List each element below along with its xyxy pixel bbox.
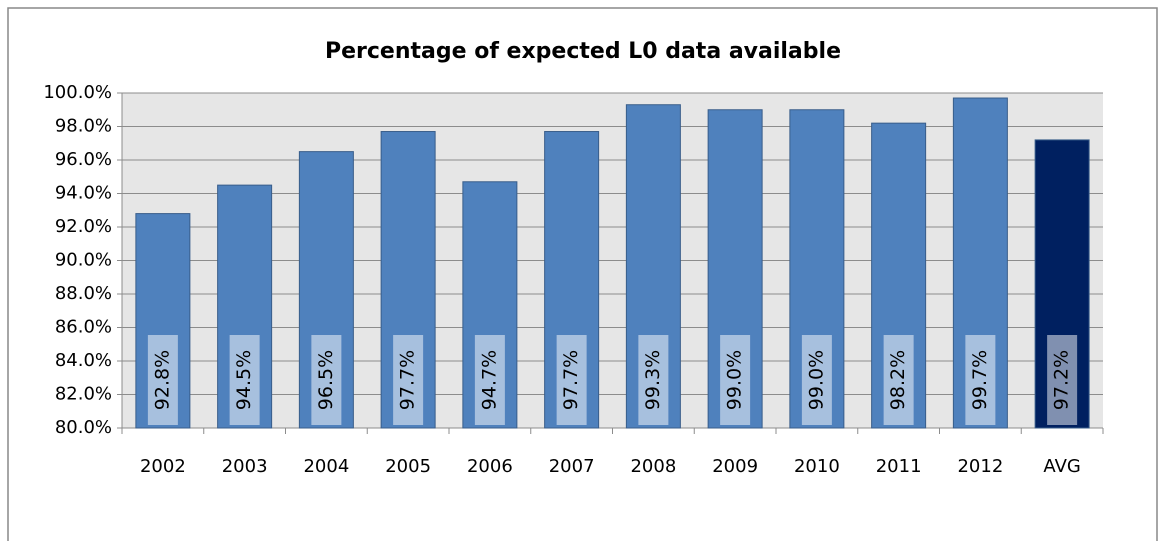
y-tick-label: 96.0% bbox=[55, 149, 112, 170]
value-label: 97.7% bbox=[560, 350, 582, 410]
value-label-box bbox=[1047, 335, 1078, 425]
y-tick-label: 98.0% bbox=[55, 116, 112, 137]
x-tick-label: 2012 bbox=[957, 456, 1003, 477]
y-tick-label: 100.0% bbox=[43, 82, 112, 103]
value-label: 99.3% bbox=[642, 350, 664, 410]
value-label: 99.0% bbox=[805, 350, 827, 410]
y-tick-label: 90.0% bbox=[55, 250, 112, 271]
value-label: 97.7% bbox=[397, 350, 419, 410]
y-tick-label: 86.0% bbox=[55, 317, 112, 338]
y-tick-label: 82.0% bbox=[55, 384, 112, 405]
value-label: 94.5% bbox=[233, 350, 255, 410]
x-tick-label: 2004 bbox=[303, 456, 349, 477]
value-label: 99.0% bbox=[724, 350, 746, 410]
value-label-box bbox=[393, 335, 424, 425]
value-label-box bbox=[965, 335, 996, 425]
value-label-box bbox=[311, 335, 342, 425]
value-label-box bbox=[147, 335, 178, 425]
y-tick-label: 84.0% bbox=[55, 350, 112, 371]
x-tick-label: 2006 bbox=[467, 456, 513, 477]
value-label-box bbox=[720, 335, 751, 425]
value-label-box bbox=[229, 335, 260, 425]
value-label-box bbox=[556, 335, 587, 425]
y-tick-label: 80.0% bbox=[55, 417, 112, 438]
value-label-box bbox=[801, 335, 832, 425]
x-tick-label: 2011 bbox=[876, 456, 922, 477]
y-tick-label: 94.0% bbox=[55, 183, 112, 204]
value-label-box bbox=[474, 335, 505, 425]
value-label: 92.8% bbox=[151, 350, 173, 410]
value-label: 98.2% bbox=[887, 350, 909, 410]
value-label: 96.5% bbox=[315, 350, 337, 410]
x-tick-label: 2010 bbox=[794, 456, 840, 477]
x-tick-label: AVG bbox=[1043, 456, 1080, 477]
value-label: 97.2% bbox=[1051, 350, 1073, 410]
x-tick-label: 2008 bbox=[630, 456, 676, 477]
value-label-box bbox=[883, 335, 914, 425]
x-tick-label: 2007 bbox=[549, 456, 595, 477]
y-tick-label: 92.0% bbox=[55, 216, 112, 237]
value-label-box bbox=[638, 335, 669, 425]
x-tick-label: 2005 bbox=[385, 456, 431, 477]
chart-title: Percentage of expected L0 data available bbox=[325, 39, 841, 64]
y-tick-label: 88.0% bbox=[55, 283, 112, 304]
x-tick-label: 2009 bbox=[712, 456, 758, 477]
value-label: 94.7% bbox=[478, 350, 500, 410]
value-label: 99.7% bbox=[969, 350, 991, 410]
x-tick-label: 2002 bbox=[140, 456, 186, 477]
x-tick-label: 2003 bbox=[222, 456, 268, 477]
